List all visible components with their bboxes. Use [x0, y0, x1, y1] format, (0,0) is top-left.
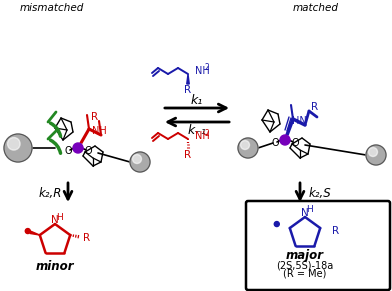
Text: Y: Y [282, 136, 288, 145]
Circle shape [241, 141, 249, 150]
Text: R: R [185, 85, 192, 95]
Circle shape [7, 138, 20, 150]
Text: O: O [64, 146, 72, 156]
Text: 2: 2 [205, 129, 210, 138]
Text: NH: NH [195, 66, 210, 76]
Text: k₋₁: k₋₁ [187, 125, 207, 138]
Circle shape [274, 221, 279, 227]
Text: k₂,S: k₂,S [309, 187, 331, 200]
Text: R: R [332, 226, 339, 236]
Text: Y: Y [75, 143, 81, 152]
Text: HN: HN [292, 116, 307, 126]
Text: matched: matched [293, 3, 339, 13]
Text: (R = Me): (R = Me) [283, 269, 327, 279]
Text: R: R [185, 150, 192, 160]
Circle shape [280, 135, 290, 145]
Text: (2S,5S)-18a: (2S,5S)-18a [276, 260, 334, 270]
Circle shape [25, 228, 30, 234]
Polygon shape [187, 74, 189, 84]
Text: O: O [84, 146, 92, 156]
Text: R: R [91, 112, 98, 122]
Polygon shape [29, 231, 40, 235]
Text: N: N [301, 208, 309, 218]
Text: H: H [56, 212, 64, 221]
Circle shape [4, 134, 32, 162]
Text: N: N [51, 215, 59, 225]
Text: R: R [83, 233, 90, 243]
Circle shape [366, 145, 386, 165]
Text: k₂,R: k₂,R [38, 187, 62, 200]
Circle shape [238, 138, 258, 158]
Circle shape [73, 143, 83, 153]
Text: R: R [311, 102, 319, 112]
Circle shape [130, 152, 150, 172]
Circle shape [368, 148, 377, 157]
Text: major: major [286, 249, 324, 262]
Text: H: H [307, 205, 313, 214]
Text: NH: NH [92, 126, 106, 136]
Text: 2: 2 [205, 63, 210, 72]
Text: mismatched: mismatched [20, 3, 84, 13]
Circle shape [132, 155, 142, 164]
Polygon shape [320, 228, 330, 232]
Text: O: O [271, 138, 279, 148]
Text: minor: minor [36, 260, 74, 272]
Text: k₁: k₁ [191, 93, 203, 107]
Text: NH: NH [195, 131, 210, 141]
Text: O: O [291, 138, 299, 148]
FancyBboxPatch shape [246, 201, 390, 290]
